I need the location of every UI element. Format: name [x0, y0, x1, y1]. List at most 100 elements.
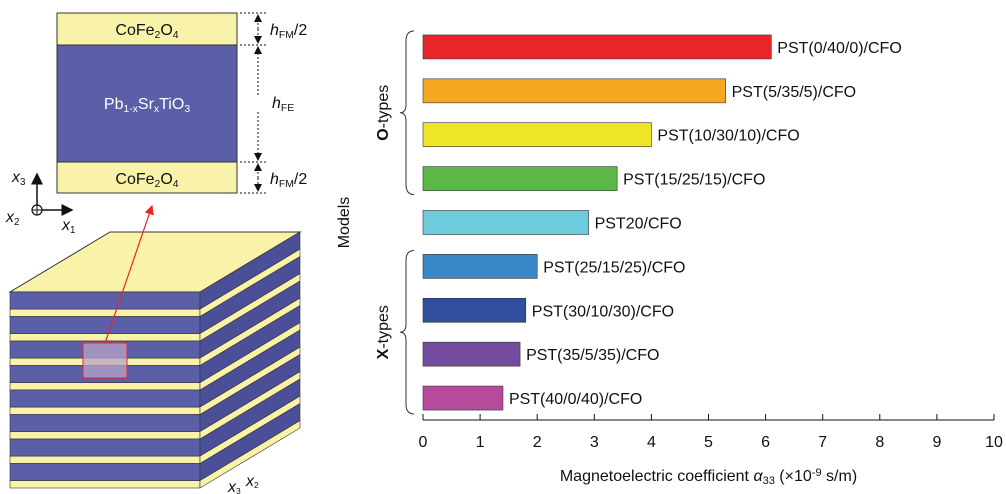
bar-label: PST(0/40/0)/CFO: [777, 40, 901, 57]
bar: [422, 166, 618, 191]
layer-label-part: 4: [173, 30, 179, 41]
bottom-layer: [56, 161, 238, 194]
bar: [422, 341, 521, 367]
guide-lines: [240, 12, 268, 194]
thickness-label-part: /2: [294, 22, 307, 39]
bar-label: PST(25/15/25)/CFO: [543, 259, 685, 276]
stack-yellow: [9, 431, 201, 440]
axis-label: x3: [227, 479, 241, 494]
axis-label-part: x: [227, 479, 237, 494]
x-tick-label: 10: [985, 434, 1003, 451]
stack-blue: [9, 291, 201, 310]
x-tick-label: 9: [932, 434, 941, 451]
x-tick-label: 6: [761, 434, 770, 451]
axis-label: x2: [5, 209, 19, 228]
axis-label-part: x: [61, 217, 71, 234]
layer-label: CoFe2O4: [115, 22, 178, 41]
x-tick-label: 5: [704, 434, 713, 451]
axis-label-part: 2: [254, 480, 259, 490]
layer-label-part: 1-x: [123, 104, 138, 115]
axis-label-part: x: [11, 169, 21, 186]
bar-label: PST(35/5/35)/CFO: [526, 347, 659, 364]
bar-label: PST20/CFO: [595, 216, 682, 233]
bar-label: PST(10/30/10)/CFO: [657, 128, 799, 145]
highlight-region: [82, 342, 128, 379]
bar: [422, 385, 504, 411]
layer-label-part: 4: [173, 179, 179, 190]
thickness-label-part: h: [270, 22, 279, 39]
stack-blue: [9, 463, 201, 481]
x-axis-title-part: 33: [763, 475, 775, 487]
axis-label-part: x: [5, 209, 15, 226]
bar: [422, 78, 726, 104]
stack-yellow: [9, 480, 201, 489]
layer-label-part: Sr: [138, 96, 155, 113]
layer-label-part: O: [160, 171, 172, 188]
bar-label: PST(40/0/40)/CFO: [509, 391, 642, 408]
x-axis-title-part: Magnetoelectric coefficient: [560, 468, 754, 485]
stack-yellow: [9, 455, 201, 464]
stack-yellow: [9, 333, 201, 342]
group-label-part: -types: [375, 85, 392, 129]
layer-label-part: 3: [184, 104, 190, 115]
x-tick-label: 4: [647, 434, 656, 451]
bar: [422, 34, 772, 60]
group-brace: [399, 249, 415, 415]
layer-label-part: 2: [155, 30, 161, 41]
x-tick-label: 0: [419, 434, 428, 451]
stack-yellow: [9, 382, 201, 391]
x-axis-title-part: s/m): [822, 468, 858, 485]
x-tick-label: 7: [818, 434, 827, 451]
bar: [422, 122, 652, 148]
axis-label: x1: [61, 217, 75, 236]
thickness-label-part: FM: [279, 179, 294, 190]
group-label-part: X: [375, 348, 392, 359]
bar-label: PST(15/25/15)/CFO: [623, 172, 765, 189]
axis-label: x3: [11, 169, 25, 188]
layer-label-part: x: [154, 104, 160, 115]
axis-label-part: 1: [70, 225, 75, 236]
stack-blue: [9, 389, 201, 408]
x-axis-title-part: -9: [812, 467, 822, 479]
x-tick-label: 3: [590, 434, 599, 451]
group-label: X-types: [375, 305, 392, 359]
layer-label: Pb1-xSrxTiO3: [104, 96, 190, 115]
x-tick-label: 8: [875, 434, 884, 451]
thickness-label-part: /2: [294, 171, 307, 188]
bar: [422, 297, 527, 323]
layer-label-part: CoFe: [115, 22, 154, 39]
stack-yellow: [9, 406, 201, 415]
thickness-label: hFM/2: [270, 22, 307, 41]
layer-label-part: 2: [155, 179, 161, 190]
stack-side-yellow: [199, 420, 301, 489]
axis-label-part: 2: [14, 217, 19, 228]
thickness-label-part: h: [272, 95, 281, 112]
stack-yellow: [9, 308, 201, 317]
layer-label-part: CoFe: [115, 171, 154, 188]
bar-label: PST(5/35/5)/CFO: [732, 84, 856, 101]
layer-stack: [8, 231, 302, 489]
x-axis-title-part: α: [753, 468, 763, 485]
thickness-label: hFE: [272, 95, 294, 114]
stack-blue: [9, 438, 201, 457]
thickness-label-part: FE: [281, 103, 294, 114]
axis-label-part: 3: [20, 177, 25, 188]
axis-label-part: x: [245, 473, 255, 490]
x-tick-label: 1: [476, 434, 485, 451]
layer-label-part: Pb: [104, 96, 124, 113]
middle-layer: [56, 44, 238, 163]
thickness-label-part: FM: [279, 30, 294, 41]
thickness-label: hFM/2: [270, 171, 307, 190]
axis-label: x2: [245, 473, 259, 490]
x-axis-title-part: (×10: [775, 468, 812, 485]
x-axis-title: Magnetoelectric coefficient α33 (×10-9 s…: [560, 467, 857, 487]
bar: [422, 210, 589, 235]
layer-label-part: O: [160, 22, 172, 39]
layer-diagram: [8, 12, 302, 489]
top-layer: [56, 12, 238, 46]
zoom-arrow: [104, 204, 154, 344]
group-label-part: O: [375, 128, 392, 140]
bar-label: PST(30/10/30)/CFO: [532, 303, 674, 320]
